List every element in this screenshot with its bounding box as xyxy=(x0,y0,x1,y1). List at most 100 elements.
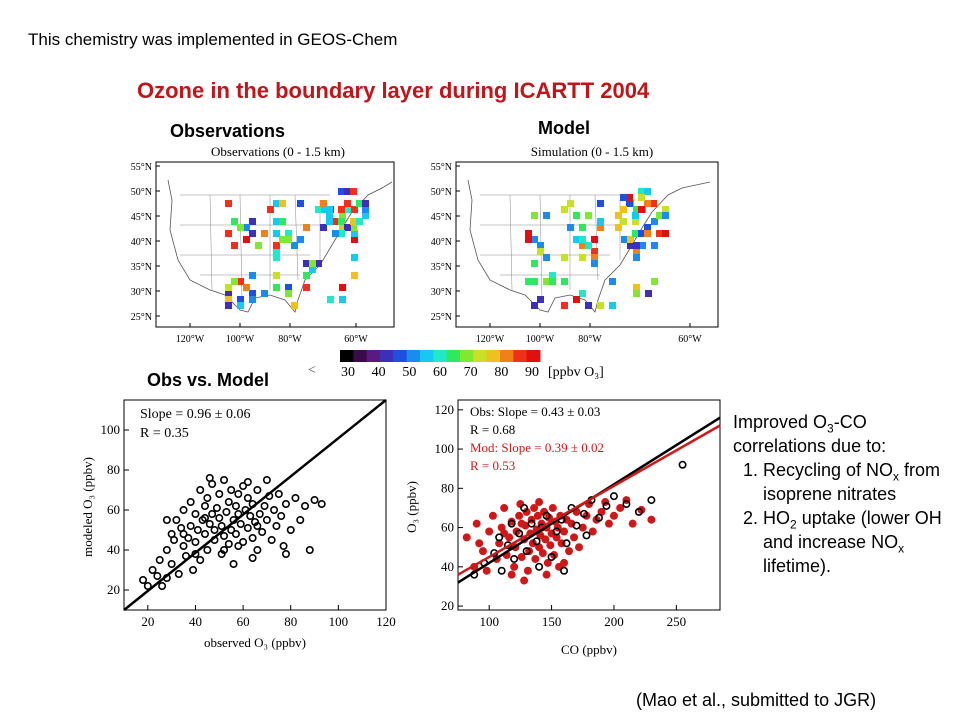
ozone-cell xyxy=(591,254,598,261)
scatter-point xyxy=(255,510,264,519)
scatter-point xyxy=(594,513,603,522)
scatter-point xyxy=(193,526,202,535)
ozone-cell xyxy=(567,224,574,231)
ozone-cell xyxy=(303,224,310,231)
scatter-point xyxy=(148,566,157,575)
ozone-cell xyxy=(651,242,658,249)
lat-tick-label: 30°N xyxy=(431,287,452,298)
scatter-point xyxy=(647,515,656,524)
y-tick-label: 80 xyxy=(107,462,120,477)
scatter-point xyxy=(523,566,532,575)
ozone-cell xyxy=(549,278,556,285)
ozone-cell xyxy=(338,206,345,213)
scatter-point xyxy=(200,530,209,539)
scatter-point xyxy=(243,478,252,487)
scatter-point xyxy=(634,507,643,516)
scatter-point xyxy=(248,554,257,563)
scatter-point xyxy=(310,496,319,505)
slide-title: Ozone in the boundary layer during ICART… xyxy=(137,78,650,103)
scatter-point xyxy=(296,516,305,525)
x-tick-label: 150 xyxy=(542,614,562,629)
scatter-point xyxy=(495,533,504,542)
ozone-cell xyxy=(344,224,351,231)
scatter-point xyxy=(622,500,631,509)
scatter-point xyxy=(507,570,516,579)
scatter-point xyxy=(158,582,167,591)
ozone-cell xyxy=(350,188,357,195)
colorbar-block xyxy=(500,350,514,362)
ozone-cells xyxy=(525,188,669,309)
scatter-point xyxy=(260,502,269,511)
scatter-point xyxy=(515,511,524,520)
lat-tick-label: 25°N xyxy=(431,312,452,323)
ozone-cell xyxy=(620,206,627,213)
y-tick-label: 20 xyxy=(441,598,454,613)
scatter-point xyxy=(224,498,233,507)
ozone-cell xyxy=(362,206,369,213)
ozone-cell xyxy=(627,236,634,243)
scatter-point xyxy=(243,524,252,533)
ozone-cell xyxy=(237,224,244,231)
colorbar-block xyxy=(393,350,408,362)
y-tick-label: 20 xyxy=(107,582,120,597)
scatter-point xyxy=(234,490,243,499)
x-tick-label: 100 xyxy=(479,614,499,629)
scatter-point xyxy=(548,503,557,512)
scatter-point xyxy=(560,527,569,536)
scatter-point xyxy=(253,486,262,495)
ozone-cell xyxy=(297,236,304,243)
ozone-cell xyxy=(633,284,640,291)
scatter-point xyxy=(189,566,198,575)
colorbar-block xyxy=(433,350,448,362)
scatter-point xyxy=(575,543,584,552)
scatter-point xyxy=(181,552,190,561)
scatter-point xyxy=(536,531,545,540)
ozone-cell xyxy=(638,230,645,237)
x-tick-label: 80 xyxy=(284,614,297,629)
coastline xyxy=(167,179,393,313)
scatter-point xyxy=(562,539,571,548)
ozone-cell xyxy=(285,284,292,291)
ozone-cell xyxy=(225,200,232,207)
ozone-cell xyxy=(543,278,550,285)
x-tick-label: 40 xyxy=(189,614,202,629)
colorbar: 30 40 50 60 70 80 90 < [ppbv O₃] xyxy=(308,350,604,380)
ozone-cell xyxy=(303,260,310,267)
ozone-cell xyxy=(525,236,532,243)
scatter-point xyxy=(533,511,542,520)
ozone-cell xyxy=(273,254,280,261)
ozone-cell xyxy=(561,206,568,213)
ozone-cell xyxy=(561,302,568,309)
scatter-point xyxy=(602,501,611,510)
scatter-points xyxy=(139,474,326,591)
ozone-cell xyxy=(327,296,334,303)
ozone-cell xyxy=(609,302,616,309)
ozone-cell xyxy=(273,284,280,291)
y-tick-label: 40 xyxy=(107,542,120,557)
ozone-cell xyxy=(597,302,604,309)
ozone-cell xyxy=(561,254,568,261)
ozone-cell xyxy=(303,284,310,291)
ozone-cell xyxy=(651,278,658,285)
colorbar-block xyxy=(460,350,474,362)
scatter-point xyxy=(488,511,497,520)
ozone-cell xyxy=(338,188,345,195)
scatter-point xyxy=(462,533,471,542)
ozone-cell xyxy=(273,242,280,249)
ozone-cell xyxy=(639,242,646,249)
ozone-cell xyxy=(638,206,645,213)
ozone-cells xyxy=(225,188,369,309)
colorbar-block xyxy=(340,350,354,362)
scatter-point xyxy=(203,546,212,555)
scatter-point xyxy=(215,514,224,523)
scatter-point xyxy=(478,547,487,556)
citation: (Mao et al., submitted to JGR) xyxy=(636,690,877,710)
scatter-point xyxy=(196,556,205,565)
colorbar-tick-label: 40 xyxy=(372,365,386,380)
scatter-point xyxy=(472,519,481,528)
scatter-point xyxy=(609,511,618,520)
lat-tick-label: 55°N xyxy=(131,162,152,173)
ozone-cell xyxy=(249,230,256,237)
scatter-point xyxy=(555,562,564,571)
scatter-point xyxy=(229,560,238,569)
